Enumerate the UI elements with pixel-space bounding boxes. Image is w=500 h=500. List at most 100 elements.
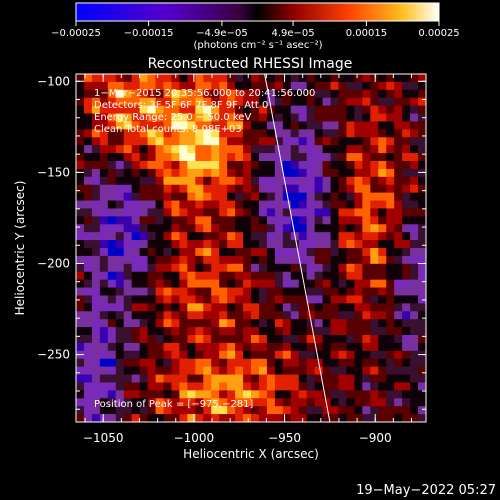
heatmap-cell xyxy=(258,176,268,186)
heatmap-cell xyxy=(123,137,133,146)
heatmap-cell xyxy=(258,89,268,99)
heatmap-cell xyxy=(123,240,133,249)
heatmap-cell xyxy=(91,184,101,194)
heatmap-cell xyxy=(410,319,419,328)
heatmap-cell xyxy=(418,89,426,99)
heatmap-cell xyxy=(322,176,332,186)
heatmap-cell xyxy=(346,129,355,138)
colorbar-gradient xyxy=(75,2,440,22)
heatmap-cell xyxy=(163,303,173,312)
heatmap-cell xyxy=(219,184,228,194)
heatmap-cell xyxy=(99,319,109,328)
heatmap-cell xyxy=(370,232,379,241)
heatmap-cell xyxy=(330,224,340,233)
heatmap-cell xyxy=(219,176,228,186)
heatmap-cell xyxy=(99,342,109,352)
heatmap-cell xyxy=(354,366,363,376)
heatmap-cell xyxy=(76,161,85,170)
heatmap-cell xyxy=(76,342,85,352)
heatmap-cell xyxy=(115,366,125,376)
heatmap-cell xyxy=(314,113,324,123)
heatmap-cell xyxy=(227,303,236,312)
heatmap-cell xyxy=(314,406,324,415)
heatmap-cell xyxy=(378,398,387,407)
heatmap-cell xyxy=(107,105,117,115)
heatmap-cell xyxy=(258,311,268,320)
heatmap-cell xyxy=(258,113,268,123)
heatmap-cell xyxy=(346,200,355,210)
heatmap-cell xyxy=(219,153,228,162)
heatmap-cell xyxy=(282,319,292,328)
heatmap-cell xyxy=(211,97,220,107)
heatmap-cell xyxy=(211,105,220,115)
heatmap-cell xyxy=(410,97,419,107)
heatmap-cell xyxy=(402,224,411,233)
heatmap-cell xyxy=(171,129,180,138)
heatmap-cell xyxy=(163,74,173,83)
heatmap-cell xyxy=(99,129,109,138)
heatmap-cell xyxy=(322,224,332,233)
heatmap-cell xyxy=(251,319,260,328)
heatmap-cell xyxy=(139,279,149,289)
heatmap-cell xyxy=(251,89,260,99)
heatmap-cell xyxy=(171,366,180,376)
heatmap-cell xyxy=(386,279,395,289)
heatmap-cell xyxy=(266,248,276,257)
heatmap-cell xyxy=(314,319,324,328)
heatmap-cell xyxy=(370,240,379,249)
heatmap-cell xyxy=(163,248,173,257)
heatmap-cell xyxy=(211,279,220,289)
heatmap-cell xyxy=(274,350,284,360)
heatmap-cell xyxy=(282,287,292,297)
heatmap-cell xyxy=(258,327,268,336)
heatmap-cell xyxy=(418,303,426,312)
heatmap-cell xyxy=(290,255,300,265)
heatmap-cell xyxy=(115,414,125,422)
heatmap-cell xyxy=(203,406,212,415)
heatmap-cell xyxy=(107,224,117,233)
heatmap-cell xyxy=(131,74,141,83)
heatmap-cell xyxy=(306,184,316,194)
heatmap-cell xyxy=(378,303,387,312)
heatmap-cell xyxy=(402,327,411,336)
heatmap-cell xyxy=(378,248,387,257)
heatmap-cell xyxy=(394,335,403,344)
heatmap-cell xyxy=(123,208,133,217)
heatmap-cell xyxy=(298,97,308,107)
heatmap-cell xyxy=(402,295,411,304)
heatmap-cell xyxy=(354,89,363,99)
heatmap-cell xyxy=(107,97,117,107)
heatmap-cell xyxy=(378,414,387,422)
heatmap-cell xyxy=(251,113,260,123)
heatmap-cell xyxy=(147,161,157,170)
heatmap-cell xyxy=(258,319,268,328)
heatmap-cell xyxy=(187,374,196,384)
heatmap-cell xyxy=(147,113,157,123)
heatmap-cell xyxy=(243,184,252,194)
heatmap-cell xyxy=(107,176,117,186)
heatmap-cell xyxy=(171,248,180,257)
heatmap-cell xyxy=(99,113,109,123)
heatmap-cell xyxy=(298,232,308,241)
heatmap-cell xyxy=(76,74,85,83)
heatmap-cell xyxy=(266,398,276,407)
heatmap-cell xyxy=(123,113,133,123)
heatmap-cell xyxy=(258,208,268,217)
heatmap-cell xyxy=(394,105,403,115)
heatmap-cell xyxy=(386,192,395,202)
heatmap-cell xyxy=(266,311,276,320)
heatmap-cell xyxy=(290,113,300,123)
heatmap-cell xyxy=(378,74,387,83)
heatmap-cell xyxy=(83,145,93,154)
heatmap-cell xyxy=(386,232,395,241)
heatmap-cell xyxy=(171,311,180,320)
heatmap-cell xyxy=(115,89,125,99)
heatmap-cell xyxy=(171,287,180,297)
heatmap-cell xyxy=(354,184,363,194)
heatmap-cell xyxy=(123,248,133,257)
heatmap-cell xyxy=(99,406,109,415)
heatmap-cell xyxy=(139,271,149,281)
heatmap-cell xyxy=(266,176,276,186)
heatmap-cell xyxy=(99,105,109,115)
heatmap-cell xyxy=(147,184,157,194)
